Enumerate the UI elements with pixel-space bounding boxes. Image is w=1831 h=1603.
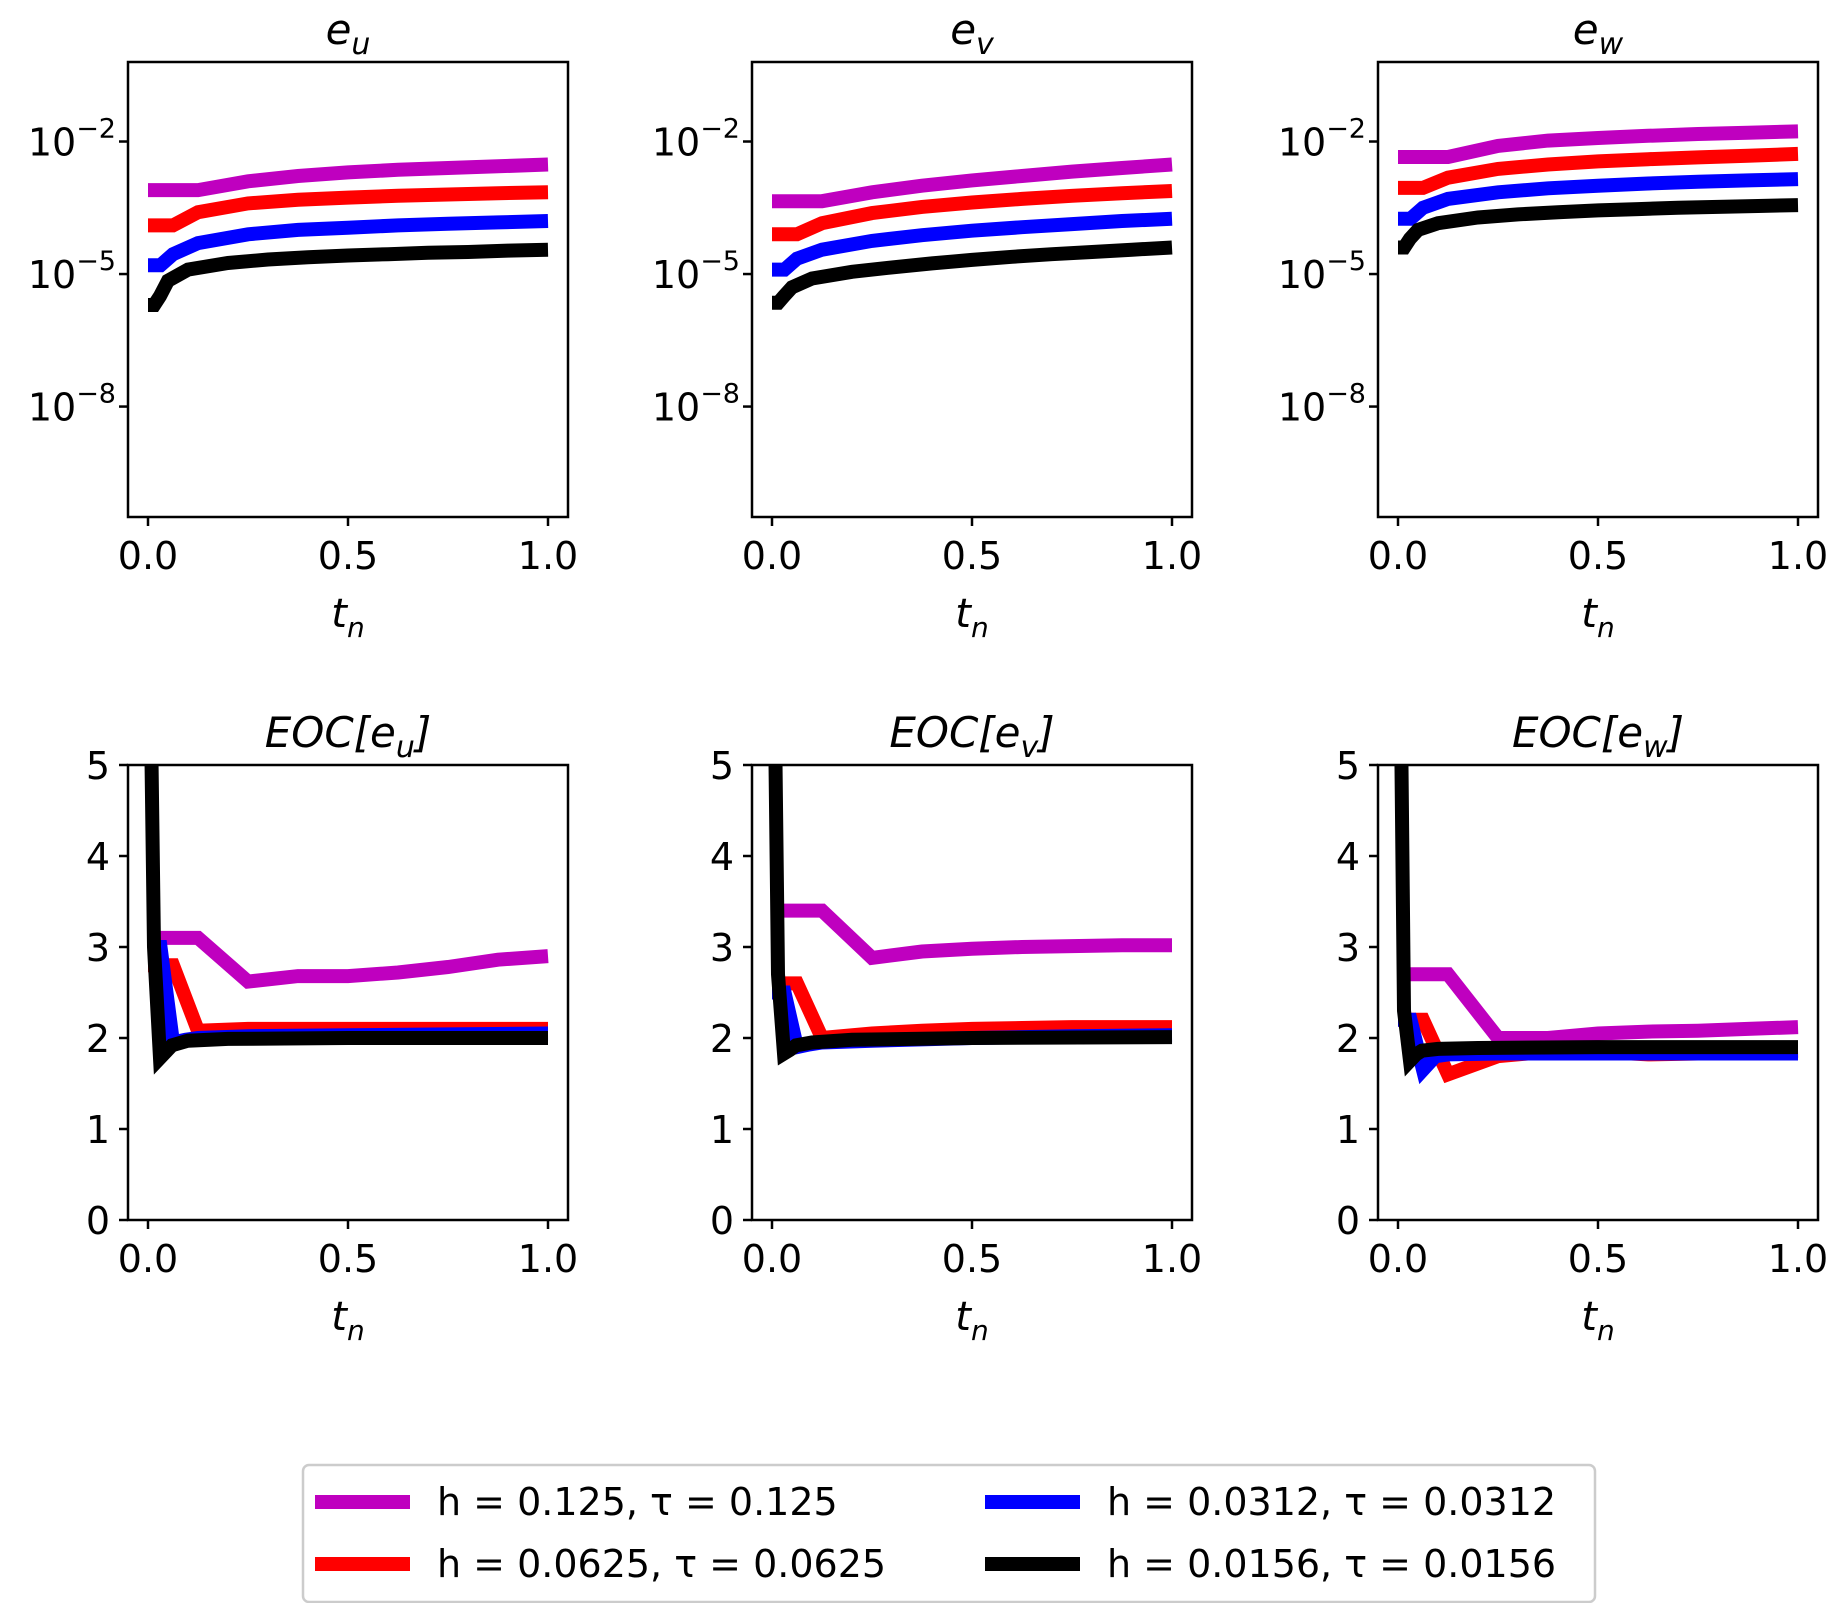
series-line-eu-s1 — [148, 157, 549, 198]
y-tick-label: 0 — [1336, 1199, 1360, 1243]
x-tick-label: 1.0 — [1142, 1237, 1202, 1281]
panel-eoc_ev: 0.0 0.5 1.0 0 1 2 3 4 5 EOC[ev] tn — [710, 708, 1202, 1347]
y-tick-label: 3 — [86, 926, 110, 970]
x-tick-label: 1.0 — [1142, 534, 1202, 578]
series-line-ew-s4 — [1398, 198, 1799, 255]
legend-frame — [301, 1463, 1597, 1603]
x-tick-label: 0.5 — [318, 534, 378, 578]
y-tick-label: 10−5 — [1278, 246, 1366, 297]
x-tick-label: 0.0 — [742, 1237, 802, 1281]
y-tick-label: 5 — [1336, 744, 1360, 788]
series-line-ew-s2 — [1398, 146, 1799, 195]
y-tick-label: 5 — [86, 744, 110, 788]
y-tick-label: 2 — [86, 1017, 110, 1061]
panel-title: ew — [1573, 5, 1624, 62]
x-tick-label: 0.5 — [942, 1237, 1002, 1281]
x-axis-label: tn — [1581, 591, 1614, 644]
panel-title: eu — [326, 5, 371, 62]
y-tick-label: 1 — [86, 1108, 110, 1152]
legend-label-s2: h = 0.0625, τ = 0.0625 — [437, 1542, 886, 1586]
panel-title: ev — [950, 5, 995, 62]
panel-ew: 0.0 0.5 1.0 10−2 10−5 10−8 ew tn — [1278, 5, 1828, 644]
series-line-eu-s4 — [148, 242, 549, 312]
y-tick-label: 3 — [710, 926, 734, 970]
y-tick-label: 4 — [86, 835, 110, 879]
x-axis-label: tn — [331, 1294, 364, 1347]
series-line-ew-s3 — [1398, 172, 1799, 226]
y-tick-label: 2 — [1336, 1017, 1360, 1061]
series-line-eoc_ev-s4 — [768, 765, 1173, 1066]
y-tick-label: 0 — [86, 1199, 110, 1243]
y-tick-label: 10−8 — [652, 379, 740, 430]
legend: h = 0.125, τ = 0.125 h = 0.0625, τ = 0.06… — [301, 1463, 1597, 1603]
y-tick-label: 5 — [710, 744, 734, 788]
series-line-ev-s3 — [772, 211, 1173, 277]
series-line-ev-s1 — [772, 157, 1173, 209]
panel-title: EOC[ev] — [889, 708, 1054, 765]
y-tick-label: 10−5 — [652, 246, 740, 297]
series-line-eoc_ev-s2 — [772, 976, 1172, 1046]
y-tick-label: 10−2 — [652, 114, 740, 165]
legend-label-s1: h = 0.125, τ = 0.125 — [437, 1480, 838, 1524]
series-line-eoc_ew-s1 — [1398, 967, 1799, 1045]
y-tick-label: 1 — [710, 1108, 734, 1152]
x-tick-label: 0.5 — [942, 534, 1002, 578]
y-tick-label: 3 — [1336, 926, 1360, 970]
x-tick-label: 0.5 — [318, 1237, 378, 1281]
y-tick-label: 2 — [710, 1017, 734, 1061]
x-tick-label: 1.0 — [1768, 534, 1828, 578]
legend-label-s3: h = 0.0312, τ = 0.0312 — [1107, 1480, 1556, 1524]
x-tick-label: 0.0 — [742, 534, 802, 578]
x-tick-label: 0.0 — [1368, 534, 1428, 578]
x-axis-label: tn — [331, 591, 364, 644]
y-tick-label: 0 — [710, 1199, 734, 1243]
y-tick-label: 4 — [1336, 835, 1360, 879]
x-axis-label: tn — [955, 591, 988, 644]
series-line-eoc_ew-s4 — [1394, 765, 1798, 1077]
y-tick-label: 10−8 — [1278, 379, 1366, 430]
series-line-eoc_ev-s1 — [772, 903, 1172, 966]
y-tick-label: 1 — [1336, 1108, 1360, 1152]
y-tick-label: 10−2 — [28, 114, 116, 165]
panel-ev: 0.0 0.5 1.0 10−2 10−5 10−8 ev tn — [652, 5, 1202, 644]
y-tick-label: 4 — [710, 835, 734, 879]
panel-eoc_eu: 0.0 0.5 1.0 0 1 2 3 4 5 EOC[eu] tn — [86, 708, 578, 1347]
x-tick-label: 0.0 — [118, 534, 178, 578]
panel-eu: 0.0 0.5 1.0 10−2 10−5 10−8 eu tn — [28, 5, 578, 644]
panel-title: EOC[ew] — [1512, 708, 1684, 765]
series-line-ev-s2 — [772, 184, 1173, 242]
x-tick-label: 1.0 — [518, 534, 578, 578]
series-line-ew-s1 — [1398, 124, 1799, 164]
x-tick-label: 0.0 — [118, 1237, 178, 1281]
series-line-ev-s4 — [772, 240, 1173, 310]
x-tick-label: 0.5 — [1568, 1237, 1628, 1281]
x-axis-label: tn — [955, 1294, 988, 1347]
y-tick-label: 10−8 — [28, 379, 116, 430]
x-axis-label: tn — [1581, 1294, 1614, 1347]
y-tick-label: 10−5 — [28, 246, 116, 297]
series-line-eoc_eu-s4 — [144, 765, 548, 1075]
series-line-eu-s3 — [148, 214, 549, 273]
y-tick-label: 10−2 — [1278, 114, 1366, 165]
panel-title: EOC[eu] — [265, 708, 432, 765]
x-tick-label: 1.0 — [518, 1237, 578, 1281]
legend-label-s4: h = 0.0156, τ = 0.0156 — [1107, 1542, 1556, 1586]
x-tick-label: 0.0 — [1368, 1237, 1428, 1281]
x-tick-label: 1.0 — [1768, 1237, 1828, 1281]
series-line-eu-s2 — [148, 185, 549, 233]
series-line-eoc_eu-s1 — [148, 930, 549, 989]
x-tick-label: 0.5 — [1568, 534, 1628, 578]
panel-eoc_ew: 0.0 0.5 1.0 0 1 2 3 4 5 EOC[ew] tn — [1336, 708, 1828, 1347]
